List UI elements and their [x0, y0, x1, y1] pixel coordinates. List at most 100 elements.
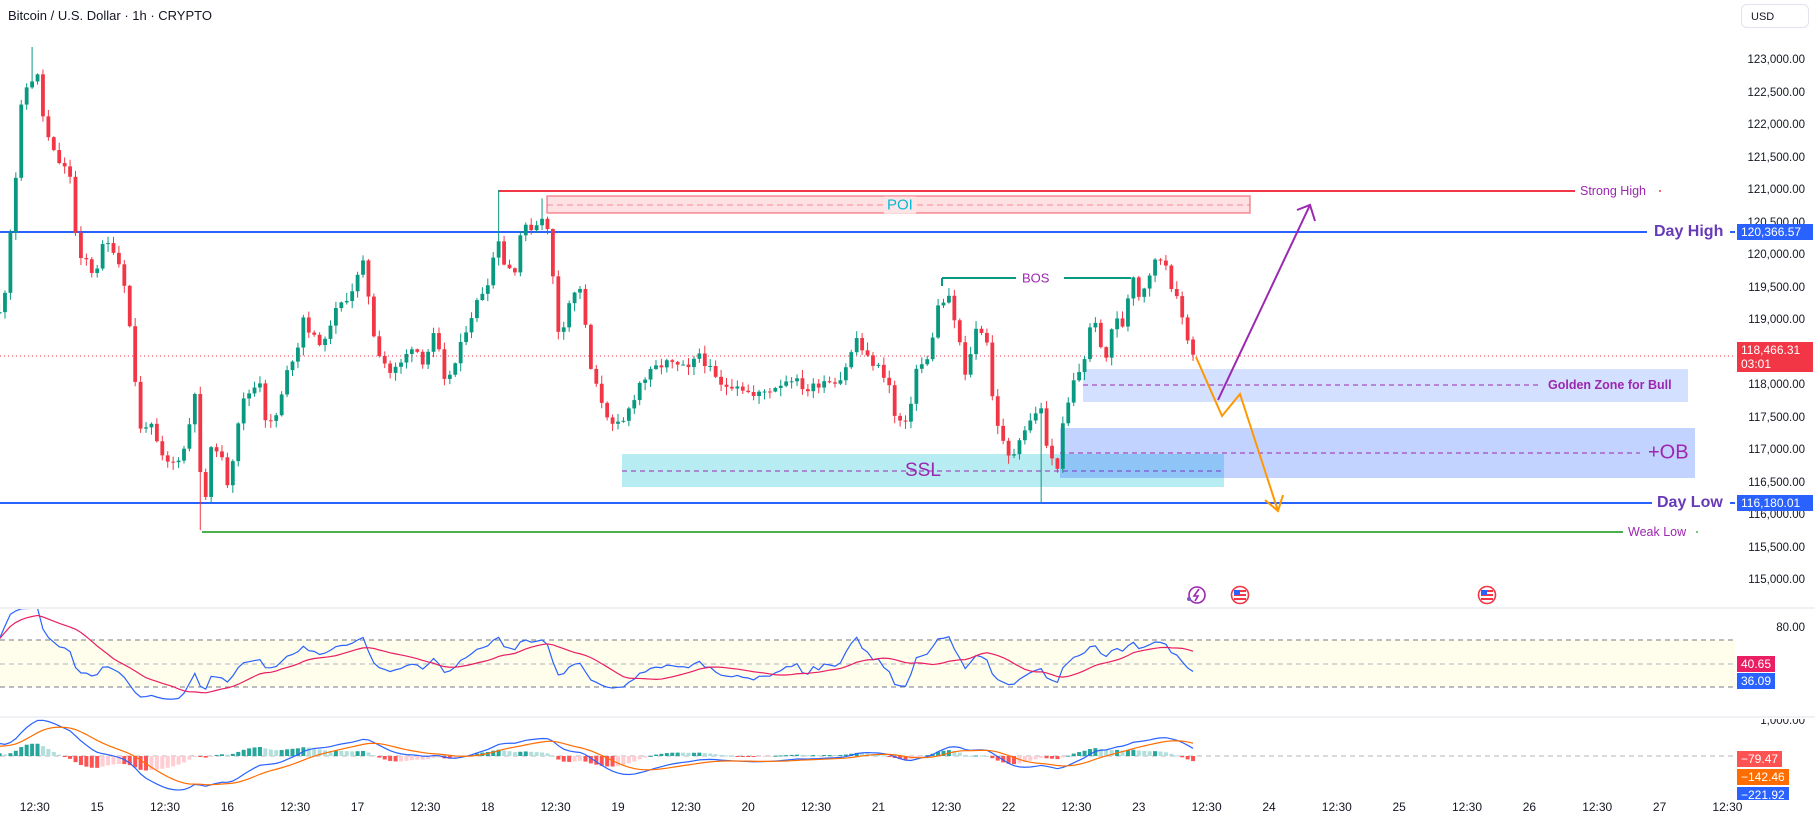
macd-histogram-bar	[35, 743, 40, 756]
macd-histogram-bar	[1033, 756, 1038, 760]
macd-histogram-bar	[344, 751, 349, 756]
weak-low-label: Weak Low	[1628, 525, 1687, 539]
candle-body	[567, 303, 572, 328]
candle-body	[366, 260, 371, 297]
candle-body	[62, 163, 67, 167]
macd-histogram-bar	[686, 752, 691, 756]
candle-body	[849, 352, 854, 368]
bullish-projection-arrow[interactable]	[1217, 204, 1311, 401]
candle-body	[480, 293, 485, 301]
candle-body	[594, 368, 599, 384]
candle-body	[1109, 329, 1114, 358]
currency-button[interactable]: USD	[1741, 4, 1809, 28]
candle-body	[377, 336, 382, 356]
us-flag-event-icon[interactable]	[1230, 585, 1250, 605]
candle-body	[274, 415, 279, 421]
candle-body	[203, 472, 208, 497]
strong-high-label: Strong High	[1580, 184, 1647, 198]
macd-histogram-bar	[399, 756, 403, 762]
macd-signal-tag: −142.46	[1737, 769, 1789, 785]
macd-histogram-bar	[388, 756, 393, 761]
macd-histogram-bar	[306, 747, 311, 756]
macd-histogram-bar	[393, 756, 398, 762]
macd-histogram-bar	[371, 755, 376, 757]
candle-body	[898, 415, 902, 421]
macd-histogram-bar	[290, 748, 295, 756]
candle-body	[1033, 413, 1038, 421]
candle-body	[1174, 289, 1179, 297]
macd-histogram-bar	[616, 756, 620, 766]
macd-histogram-bar	[789, 754, 794, 756]
candle-body	[865, 350, 870, 356]
candle-body	[475, 300, 479, 319]
candle-body	[458, 342, 463, 364]
macd-histogram-bar	[854, 752, 859, 756]
price-axis-label: 116,000.00	[1748, 509, 1805, 521]
macd-histogram-bar	[681, 752, 686, 756]
macd-histogram-bar	[138, 756, 143, 770]
macd-histogram-bar	[252, 747, 257, 756]
us-flag-event-icon[interactable]	[1477, 585, 1497, 605]
macd-histogram-bar	[100, 756, 105, 767]
macd-histogram-bar	[1066, 755, 1071, 757]
macd-histogram-bar	[594, 756, 599, 765]
macd-histogram-bar	[919, 756, 924, 757]
candle-body	[789, 381, 794, 383]
candle-body	[1066, 402, 1071, 424]
candle-body	[881, 364, 886, 378]
candle-body	[409, 349, 414, 354]
candle-body	[301, 317, 306, 348]
macd-histogram-bar	[719, 754, 724, 756]
macd-histogram-bar	[350, 751, 355, 756]
time-axis-label: 12:30	[670, 800, 701, 814]
macd-histogram-bar	[51, 751, 56, 756]
macd-histogram-bar	[545, 753, 550, 756]
arrowhead-icon	[1296, 203, 1316, 222]
macd-histogram-bar	[73, 756, 78, 763]
macd-histogram-bar	[116, 756, 121, 764]
macd-histogram-bar	[431, 756, 436, 758]
macd-histogram-bar	[621, 756, 626, 765]
macd-histogram-bar	[626, 756, 631, 764]
macd-histogram-bar	[816, 755, 821, 757]
candle-body	[138, 381, 143, 429]
macd-histogram-bar	[936, 751, 941, 756]
macd-histogram-bar	[974, 755, 979, 757]
macd-histogram-bar	[62, 756, 67, 757]
macd-histogram-bar	[1120, 750, 1125, 756]
candle-body	[84, 258, 89, 260]
macd-histogram-bar	[887, 756, 892, 757]
candle-body	[79, 232, 83, 259]
candle-body	[279, 394, 284, 416]
candle-body	[187, 424, 192, 449]
price-axis-label: 123,000.00	[1747, 54, 1805, 66]
candle-body	[1136, 277, 1141, 297]
macd-histogram-bar	[903, 756, 908, 760]
arrowhead-icon	[1264, 494, 1284, 513]
macd-histogram-bar	[89, 756, 94, 768]
candle-body	[599, 383, 604, 403]
lightning-event-icon[interactable]	[1187, 586, 1206, 604]
candle-body	[1142, 288, 1147, 297]
macd-histogram-bar	[1098, 748, 1103, 756]
macd-histogram-bar	[333, 750, 338, 756]
time-axis-label: 18	[481, 800, 495, 814]
candle-body	[258, 383, 262, 388]
macd-histogram-bar	[1077, 752, 1082, 756]
candle-body	[811, 383, 816, 392]
candle-body	[941, 302, 946, 306]
price-axis-label: 122,000.00	[1747, 119, 1805, 131]
macd-histogram-bar	[1050, 756, 1054, 759]
macd-histogram-bar	[312, 748, 317, 756]
macd-histogram-bar	[133, 756, 138, 768]
macd-histogram-bar	[898, 756, 903, 760]
macd-histogram-bar	[1185, 756, 1190, 760]
candle-body	[518, 235, 523, 273]
bearish-projection-arrow[interactable]	[1195, 356, 1279, 512]
candle-body	[312, 332, 317, 335]
ssl-label: SSL	[905, 460, 941, 481]
price-axis-label: 121,500.00	[1747, 151, 1805, 164]
macd-histogram-bar	[225, 754, 230, 756]
time-axis-label: 25	[1392, 800, 1406, 814]
